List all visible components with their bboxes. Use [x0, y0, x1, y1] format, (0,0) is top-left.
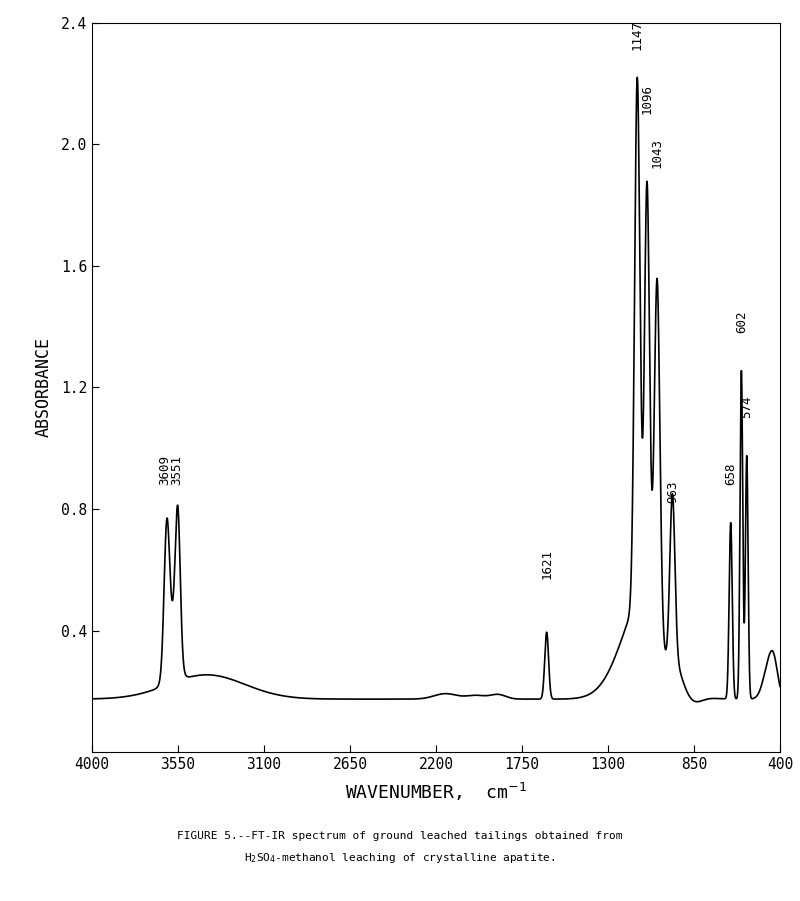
X-axis label: WAVENUMBER,  cm$^{-1}$: WAVENUMBER, cm$^{-1}$ — [345, 780, 527, 803]
Text: 1147: 1147 — [630, 20, 644, 50]
Text: FIGURE 5.--FT-IR spectrum of ground leached tailings obtained from: FIGURE 5.--FT-IR spectrum of ground leac… — [178, 831, 622, 842]
Text: H$_2$SO$_4$-methanol leaching of crystalline apatite.: H$_2$SO$_4$-methanol leaching of crystal… — [244, 851, 556, 865]
Text: 1043: 1043 — [650, 139, 664, 168]
Text: 1096: 1096 — [641, 84, 654, 114]
Text: 963: 963 — [666, 480, 679, 503]
Y-axis label: ABSORBANCE: ABSORBANCE — [34, 338, 53, 437]
Text: 3609: 3609 — [158, 455, 171, 485]
Text: 574: 574 — [740, 396, 754, 418]
Text: 3551: 3551 — [170, 455, 183, 485]
Text: 1621: 1621 — [540, 549, 553, 579]
Text: 658: 658 — [724, 462, 737, 485]
Text: 602: 602 — [735, 310, 748, 332]
